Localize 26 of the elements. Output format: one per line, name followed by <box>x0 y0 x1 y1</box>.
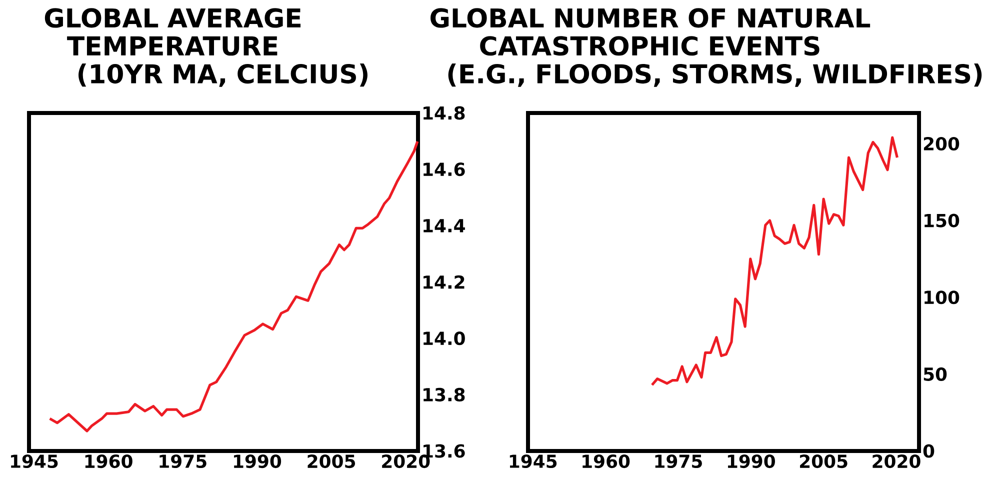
y-tick-label: 14.4 <box>424 219 465 232</box>
x-tick-label: 1975 <box>655 454 702 468</box>
x-tick-label: 1990 <box>234 454 282 468</box>
y-tick-label: 14.2 <box>424 275 464 289</box>
y-tick-label: 13.8 <box>424 388 465 402</box>
line-series <box>48 140 419 432</box>
line-series <box>650 136 899 386</box>
x-tick-label: 2020 <box>872 454 920 468</box>
chart-title: GLOBAL NUMBER OF NATURAL CATASTROPHIC EVENTS (E.G., FLOODS, STORMS, WILDFIRES) <box>430 8 982 87</box>
y-tick-label: 0 <box>923 444 934 458</box>
chart-title: GLOBAL AVERAGE TEMPERATURE (10YR MA, CELCIUS) <box>44 8 368 87</box>
x-tick-label: 1990 <box>728 454 775 468</box>
y-tick-label: 50 <box>924 367 947 381</box>
y-tick-label: 100 <box>924 290 960 304</box>
y-tick-label: 14.8 <box>424 106 465 120</box>
y-tick-label: 150 <box>924 214 960 228</box>
y-tick-label: 200 <box>924 136 960 150</box>
y-tick-label: 14.6 <box>424 162 465 176</box>
x-tick-label: 1960 <box>85 454 132 468</box>
x-tick-label: 1945 <box>11 454 58 468</box>
x-tick-label: 2005 <box>308 454 356 468</box>
x-tick-label: 1960 <box>582 454 630 468</box>
x-tick-label: 2005 <box>800 454 848 468</box>
y-tick-label: 14.0 <box>424 332 465 346</box>
x-tick-label: 1975 <box>160 454 206 468</box>
x-tick-label: 1945 <box>510 454 557 468</box>
